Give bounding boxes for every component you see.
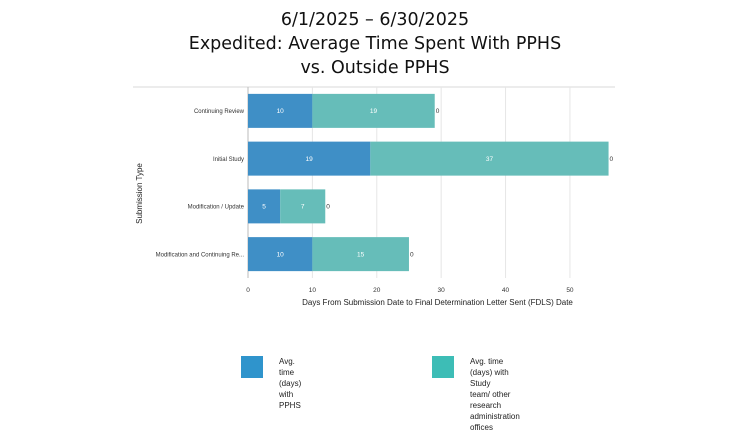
legend-label-pphs-line-1: Avg. time (days) xyxy=(279,357,302,388)
legend-label-pphs: Avg. time (days) with PPHS xyxy=(279,356,301,411)
category-label-0: Continuing Review xyxy=(194,109,245,115)
bar-2-series-0 xyxy=(248,189,281,224)
category-label-1: Initial Study xyxy=(213,157,244,163)
bar-label-3-series-1: 15 xyxy=(357,251,365,258)
bar-1-series-1 xyxy=(370,141,609,176)
bar-label-1-series-0: 19 xyxy=(306,156,314,163)
bar-end-label-0: 0 xyxy=(436,108,440,115)
x-axis-label: Days From Submission Date to Final Deter… xyxy=(302,298,573,307)
x-tick-label-5: 50 xyxy=(566,287,574,294)
legend-label-pphs-line-2: with PPHS xyxy=(279,390,301,410)
bar-label-0-series-1: 19 xyxy=(370,108,378,115)
bar-2-series-1 xyxy=(280,189,326,224)
bar-label-3-series-0: 10 xyxy=(277,251,285,258)
title-line-2: Expedited: Average Time Spent With PPHS xyxy=(188,34,562,54)
title-line-1: 6/1/2025 – 6/30/2025 xyxy=(280,10,470,30)
bar-label-2-series-0: 5 xyxy=(262,204,266,211)
x-tick-label-2: 20 xyxy=(373,287,381,294)
legend-label-outside-line-3: administration offices xyxy=(470,412,520,432)
x-tick-label-0: 0 xyxy=(246,287,250,294)
bar-end-label-3: 0 xyxy=(410,251,414,258)
y-axis-label: Submission Type xyxy=(135,163,144,224)
bar-3-series-0 xyxy=(248,237,313,272)
bar-end-label-1: 0 xyxy=(610,156,614,163)
x-tick-label-4: 40 xyxy=(502,287,510,294)
legend-label-outside-line-2: team/ other research xyxy=(470,390,511,410)
legend-label-outside: Avg. time (days) with Study team/ other … xyxy=(470,356,520,433)
legend-label-outside-line-1: Avg. time (days) with Study xyxy=(470,357,509,388)
bar-label-0-series-0: 10 xyxy=(277,108,285,115)
bar-label-2-series-1: 7 xyxy=(301,204,305,211)
bar-end-label-2: 0 xyxy=(326,204,330,211)
x-tick-label-3: 30 xyxy=(438,287,446,294)
chart-title: 6/1/2025 – 6/30/2025 Expedited: Average … xyxy=(0,8,750,80)
bar-0-series-1 xyxy=(312,93,435,128)
legend-swatch-outside xyxy=(432,356,454,378)
bar-0-series-0 xyxy=(248,93,313,128)
x-tick-label-1: 10 xyxy=(309,287,317,294)
category-label-3: Modification and Continuing Re... xyxy=(156,252,245,258)
bar-label-1-series-1: 37 xyxy=(486,156,494,163)
bar-3-series-1 xyxy=(312,237,409,272)
category-label-2: Modification / Update xyxy=(188,205,245,211)
title-line-3: vs. Outside PPHS xyxy=(300,58,450,78)
legend-swatch-pphs xyxy=(241,356,263,378)
bar-1-series-0 xyxy=(248,141,371,176)
